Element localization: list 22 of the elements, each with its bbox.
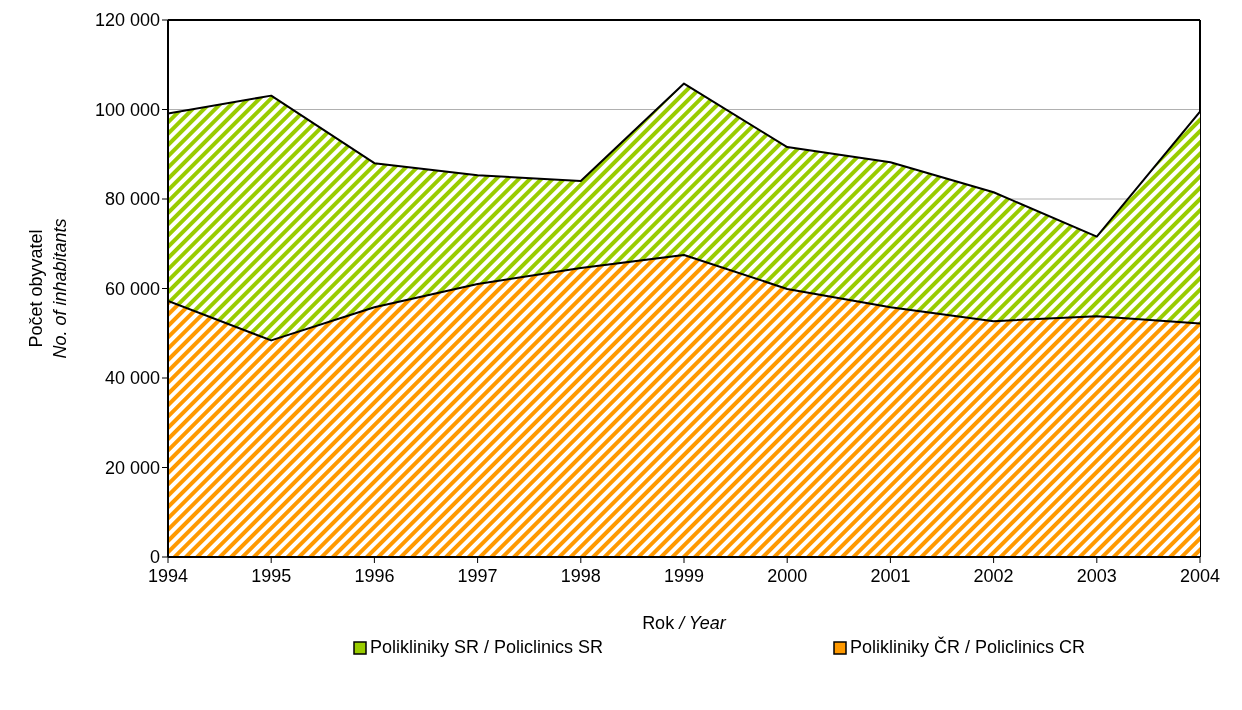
x-tick-label: 2002 [973,565,1014,586]
x-tick-label: 2000 [767,565,808,586]
legend-label: Polikliniky ČR / Policlinics CR [849,637,1086,658]
y-tick-label: 100 000 [94,99,160,120]
x-tick-label: 1998 [560,565,601,586]
x-tick-label: 1997 [457,565,498,586]
x-tick-label: 1996 [354,565,395,586]
x-tick-label: 1994 [147,565,189,586]
y-axis-title: Počet obyvatel No. of inhabitants [26,218,70,359]
y-tick-label: 20 000 [104,457,160,478]
x-tick-label: 2003 [1076,565,1117,586]
x-axis-title: Rok / Year [642,613,727,633]
x-tick-label: 2001 [870,565,911,586]
x-tick-label: 2004 [1179,565,1221,586]
x-tick-label: 1999 [663,565,705,586]
y-tick-label: 0 [149,547,160,568]
y-tick-label: 60 000 [104,278,160,299]
y-tick-label: 80 000 [104,189,160,210]
y-tick-label: 40 000 [104,368,160,389]
y-tick-label: 120 000 [94,10,160,31]
legend-label: Polikliniky SR / Policlinics SR [369,637,604,658]
x-tick-label: 1995 [251,565,292,586]
